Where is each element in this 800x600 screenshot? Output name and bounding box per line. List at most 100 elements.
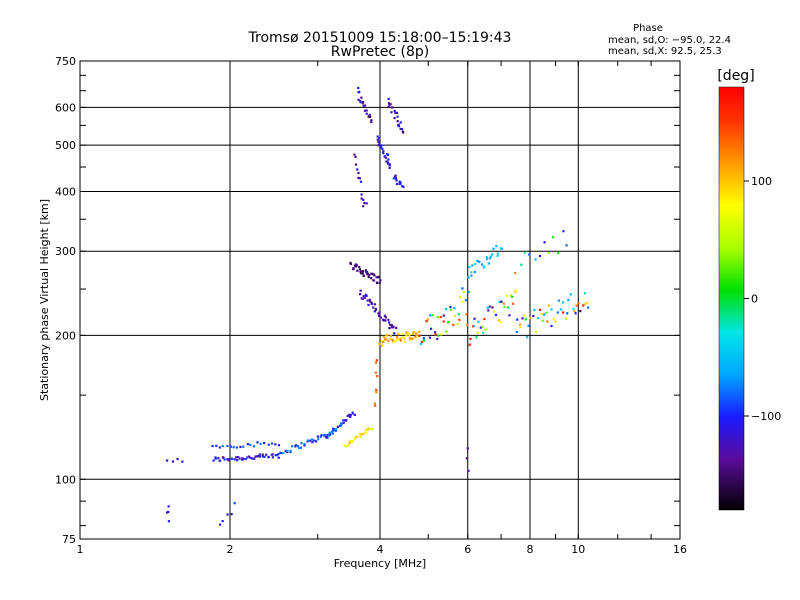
data-point <box>233 458 236 461</box>
data-point <box>392 177 395 180</box>
data-point <box>242 457 245 460</box>
data-point <box>354 163 358 166</box>
data-point <box>514 289 517 292</box>
data-point <box>384 156 387 159</box>
data-point <box>547 304 551 307</box>
data-point <box>359 101 362 104</box>
data-point <box>214 456 217 459</box>
data-point <box>360 193 363 196</box>
data-point <box>541 319 544 322</box>
data-point <box>372 279 376 282</box>
data-point <box>491 306 494 309</box>
data-point <box>357 86 360 90</box>
data-point <box>405 334 408 337</box>
data-point <box>327 434 331 437</box>
x-tick-label: 2 <box>227 543 234 556</box>
data-point <box>360 96 363 99</box>
data-point <box>566 312 569 315</box>
data-point <box>332 427 335 430</box>
data-point <box>314 440 318 443</box>
data-point <box>544 311 548 314</box>
data-point <box>335 428 338 431</box>
y-tick-label: 200 <box>55 329 76 342</box>
data-point <box>267 443 270 446</box>
data-point <box>284 449 287 453</box>
data-point <box>461 287 464 290</box>
data-point <box>467 469 470 472</box>
data-point <box>358 177 361 180</box>
data-point <box>226 458 229 461</box>
data-point <box>362 274 365 277</box>
data-point <box>472 324 476 328</box>
data-point <box>263 455 266 458</box>
data-point <box>418 330 421 333</box>
data-point <box>524 318 527 321</box>
y-tick-label: 400 <box>55 185 76 198</box>
data-point <box>505 294 509 297</box>
data-point <box>375 391 378 394</box>
data-point <box>392 340 395 343</box>
data-point <box>486 258 489 261</box>
data-point <box>368 428 372 431</box>
data-point <box>378 342 381 345</box>
data-point <box>357 98 360 101</box>
x-tick-label: 1 <box>77 543 84 556</box>
data-point <box>453 314 456 317</box>
data-point <box>385 160 388 163</box>
data-point <box>341 419 345 422</box>
data-point <box>388 166 391 170</box>
x-tick-label: 4 <box>377 543 384 556</box>
data-point <box>176 457 179 461</box>
data-point <box>233 502 236 505</box>
data-point <box>470 271 473 274</box>
phase-info-o: mean, sd,O: −95.0, 22.4 <box>608 35 731 46</box>
data-point <box>562 311 565 314</box>
data-point <box>401 130 405 133</box>
data-point <box>457 313 461 316</box>
data-point <box>515 330 518 334</box>
data-point <box>439 316 442 319</box>
data-point <box>467 276 470 279</box>
data-point <box>556 311 559 314</box>
data-point <box>359 292 362 296</box>
data-point <box>349 439 352 442</box>
data-point <box>453 307 456 310</box>
data-point <box>382 151 385 155</box>
data-point <box>536 317 540 320</box>
data-point <box>565 244 568 247</box>
data-point <box>317 438 320 441</box>
data-point <box>434 333 437 336</box>
data-point <box>222 456 225 459</box>
data-point <box>376 138 379 141</box>
data-point <box>543 313 546 316</box>
data-point <box>342 421 345 425</box>
data-point <box>379 316 383 319</box>
data-point <box>391 339 394 342</box>
data-point <box>375 388 378 391</box>
data-point <box>331 429 334 432</box>
data-point <box>393 116 396 120</box>
data-point <box>522 314 526 317</box>
data-point <box>326 436 329 439</box>
data-point <box>395 326 398 330</box>
data-point <box>396 338 400 341</box>
data-point <box>218 446 221 449</box>
data-point <box>217 457 220 460</box>
data-point <box>382 341 385 344</box>
grid-lines <box>80 61 680 539</box>
data-point <box>171 460 175 463</box>
data-point <box>386 153 390 156</box>
data-point <box>236 459 239 462</box>
data-point <box>395 336 399 339</box>
data-point <box>270 442 274 445</box>
data-point <box>374 371 377 374</box>
data-point <box>426 319 429 323</box>
data-point <box>503 305 506 309</box>
data-point <box>221 444 224 448</box>
data-point <box>363 201 366 205</box>
data-point <box>388 164 391 167</box>
data-point <box>374 404 377 407</box>
data-point <box>239 445 242 449</box>
data-point <box>167 510 170 514</box>
data-point <box>370 119 373 122</box>
